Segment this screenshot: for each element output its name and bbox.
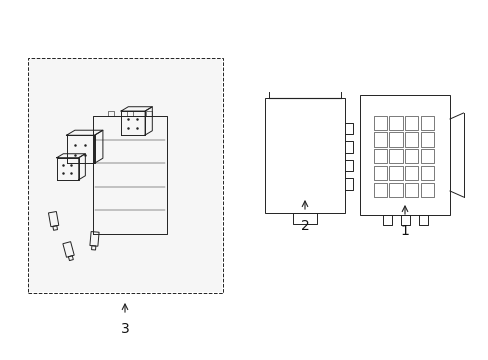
- Text: 1: 1: [400, 224, 408, 238]
- Text: 2: 2: [300, 219, 309, 233]
- Polygon shape: [28, 59, 221, 292]
- Text: 3: 3: [121, 322, 129, 336]
